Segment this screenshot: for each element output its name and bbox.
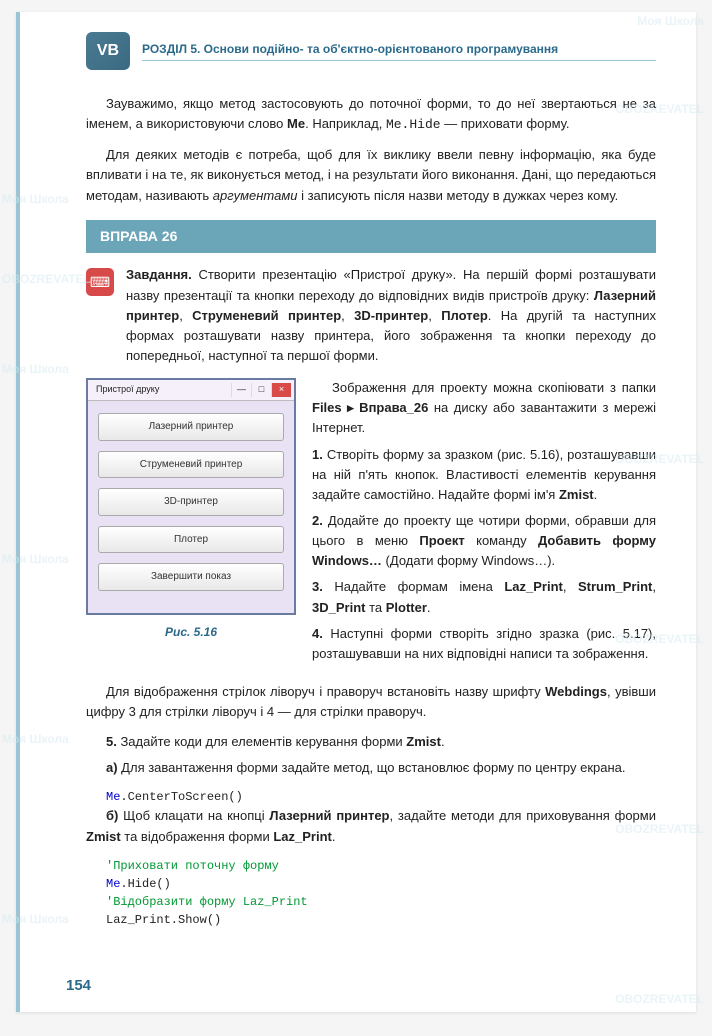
rc-paragraph-1: Зображення для проекту можна скопіювати … — [312, 378, 656, 438]
step-3: 3. Надайте формам імена Laz_Print, Strum… — [312, 577, 656, 617]
menu-button-4: Завершити показ — [98, 563, 284, 591]
window-controls: — □ × — [231, 383, 291, 397]
figure-column: Пристрої друку — □ × Лазерний принтер Ст… — [86, 378, 296, 670]
menu-button-2: 3D-принтер — [98, 488, 284, 516]
window-title: Пристрої друку — [96, 383, 159, 397]
figure-caption: Рис. 5.16 — [86, 623, 296, 642]
keyboard-icon: ⌨ — [86, 268, 114, 296]
step-5: 5. Задайте коди для елементів керування … — [86, 732, 656, 752]
section-header: VB РОЗДІЛ 5. Основи подійно- та об'єктно… — [86, 32, 656, 70]
paragraph-4: а) Для завантаження форми задайте метод,… — [86, 758, 656, 778]
figure-row: Пристрої друку — □ × Лазерний принтер Ст… — [86, 378, 656, 670]
left-margin-bar — [16, 12, 20, 1012]
code-block-2: 'Приховати поточну форму Me.Hide() 'Відо… — [106, 857, 656, 929]
step-4: 4. Наступні форми створіть згідно зразка… — [312, 624, 656, 664]
task-text: Завдання. Створити презентацію «Пристрої… — [126, 265, 656, 366]
step-1: 1. Створіть форму за зразком (рис. 5.16)… — [312, 445, 656, 505]
minimize-button: — — [231, 383, 251, 397]
page-number: 154 — [66, 977, 91, 994]
step-2: 2. Додайте до проекту ще чотири форми, о… — [312, 511, 656, 571]
window-mockup: Пристрої друку — □ × Лазерний принтер Ст… — [86, 378, 296, 615]
window-body: Лазерний принтер Струменевий принтер 3D-… — [88, 401, 294, 613]
task-block: ⌨ Завдання. Створити презентацію «Пристр… — [86, 265, 656, 366]
maximize-button: □ — [251, 383, 271, 397]
paragraph-5: б) Щоб клацати на кнопці Лазерний принте… — [86, 806, 656, 846]
code-block-1: Me.CenterToScreen() — [106, 788, 656, 806]
body-content: Зауважимо, якщо метод застосовують до по… — [86, 94, 656, 929]
paragraph-1: Зауважимо, якщо метод застосовують до по… — [86, 94, 656, 135]
textbook-page: VB РОЗДІЛ 5. Основи подійно- та об'єктно… — [16, 12, 696, 1012]
exercise-heading: ВПРАВА 26 — [86, 220, 656, 254]
paragraph-2: Для деяких методів є потреба, щоб для їх… — [86, 145, 656, 205]
menu-button-3: Плотер — [98, 526, 284, 554]
vb-badge: VB — [86, 32, 130, 70]
window-titlebar: Пристрої друку — □ × — [88, 380, 294, 401]
right-column: Зображення для проекту можна скопіювати … — [312, 378, 656, 670]
section-title: РОЗДІЛ 5. Основи подійно- та об'єктно-ор… — [142, 42, 656, 61]
close-button: × — [271, 383, 291, 397]
menu-button-0: Лазерний принтер — [98, 413, 284, 441]
menu-button-1: Струменевий принтер — [98, 451, 284, 479]
paragraph-3: Для відображення стрілок ліворуч і право… — [86, 682, 656, 722]
